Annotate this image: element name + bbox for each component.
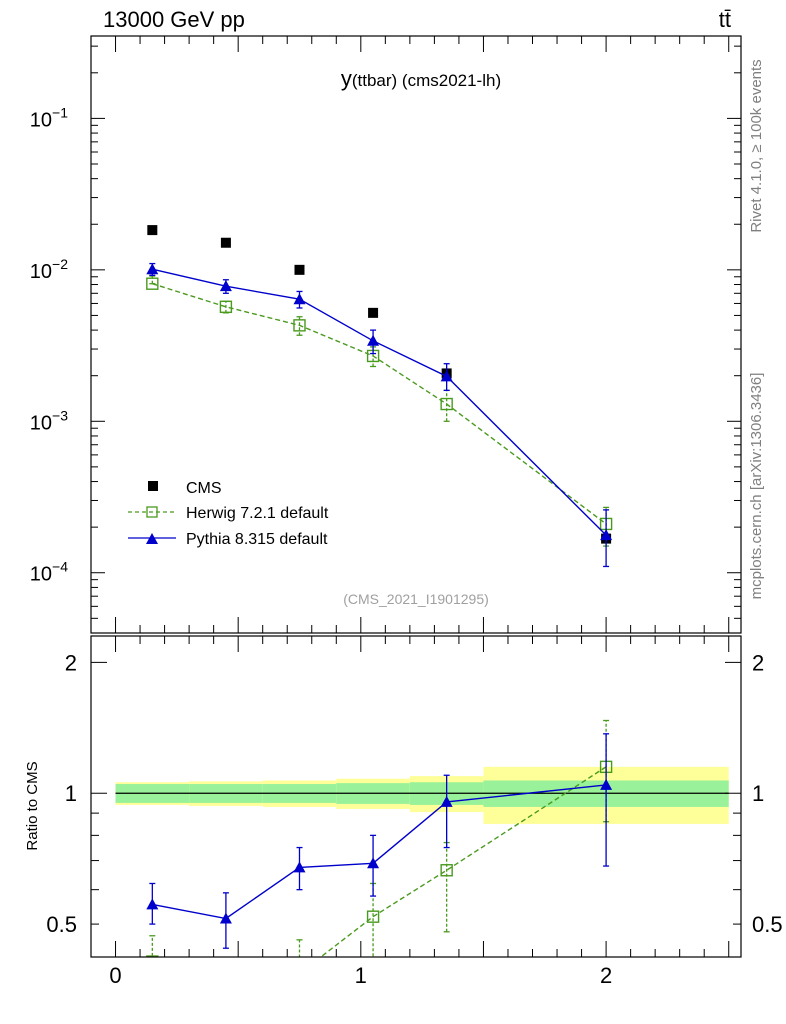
legend-marker-cms (148, 481, 158, 491)
herwig-point (440, 397, 453, 411)
herwig-point (219, 300, 233, 314)
ratio-ytick-label-right: 0.5 (752, 912, 783, 937)
cms-point (147, 225, 158, 236)
pythia-point (440, 370, 453, 382)
ratio-herwig-point (146, 955, 159, 957)
analysis-label: (CMS_2021_I1901295) (343, 591, 489, 607)
main-ytick-exp: −4 (52, 559, 68, 575)
ratio-ytick-label-left: 1 (65, 781, 77, 806)
ratio-herwig-point (294, 968, 305, 979)
ratio-pythia-point (367, 857, 380, 869)
ratio-pythia-point (600, 778, 613, 790)
ratio-ytick-label-left: 2 (65, 650, 77, 675)
pythia-point (219, 280, 232, 292)
cms-point (220, 237, 231, 248)
ratio-ylabel: Ratio to CMS (24, 761, 41, 850)
herwig-point (293, 319, 306, 332)
main-ytick-exp: −3 (52, 407, 68, 423)
main-title-y: y (341, 66, 352, 91)
legend-marker-pythia (146, 533, 158, 544)
pythia-point (146, 263, 159, 275)
ratio-frame (90, 635, 742, 958)
pythia-point (367, 334, 380, 346)
main-ytick-label: 10−3 (30, 407, 68, 434)
ratio-herwig-point (366, 910, 380, 923)
pythia-point (600, 529, 613, 541)
ratio-pythia-point (440, 795, 453, 807)
ratio-xtick-label: 1 (355, 963, 367, 988)
ratio-series-line-herwig (319, 766, 607, 957)
pythia-point (293, 293, 306, 305)
legend-label-cms: CMS (186, 480, 222, 497)
main-ytick-base: 10 (30, 412, 52, 434)
legend: CMS Herwig 7.2.1 default Pythia 8.315 de… (128, 480, 329, 548)
ratio-series-line-pythia (152, 784, 607, 920)
main-ytick-base: 10 (30, 109, 52, 131)
ratio-herwig-point (440, 864, 453, 877)
header-process: tt̄ (719, 7, 731, 32)
main-series-line-pythia (152, 268, 607, 536)
ratio-pythia-point (293, 861, 306, 873)
main-ytick-exp: −1 (52, 104, 68, 120)
ratio-ytick-label-right: 1 (752, 781, 764, 806)
main-title-rest: (ttbar) (cms2021-lh) (352, 71, 501, 90)
legend-marker-herwig (146, 506, 158, 518)
ratio-xtick-label: 2 (600, 963, 612, 988)
cms-point (294, 264, 305, 275)
main-ytick-exp: −2 (52, 256, 68, 272)
main-ytick-label: 10−4 (30, 559, 68, 586)
rivet-label: Rivet 4.1.0, ≥ 100k events (748, 59, 765, 232)
main-title: y(ttbar) (cms2021-lh) (341, 66, 501, 91)
ratio-pythia-point (219, 912, 232, 924)
cms-point (368, 307, 379, 318)
ratio-ytick-label-right: 2 (752, 650, 764, 675)
legend-label-pythia: Pythia 8.315 default (186, 531, 328, 548)
main-frame (90, 35, 742, 634)
herwig-point (146, 277, 159, 290)
legend-label-herwig: Herwig 7.2.1 default (186, 505, 329, 522)
main-ytick-base: 10 (30, 564, 52, 586)
main-ytick-label: 10−1 (30, 104, 68, 131)
main-series-line-herwig (152, 283, 607, 525)
mcplots-label: mcplots.cern.ch [arXiv:1306.3436] (748, 373, 765, 600)
main-ytick-base: 10 (30, 261, 52, 283)
ratio-xtick-label: 0 (109, 963, 121, 988)
ratio-pythia-point (146, 898, 159, 910)
ratio-ytick-label-left: 0.5 (46, 912, 77, 937)
header-energy: 13000 GeV pp (103, 7, 245, 32)
main-ytick-label: 10−2 (30, 256, 68, 283)
